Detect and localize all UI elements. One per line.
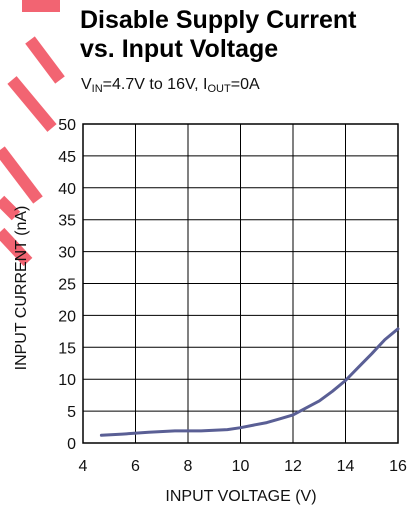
- series-line: [99, 327, 400, 437]
- x-tick-label: 6: [131, 458, 140, 475]
- y-tick-label: 35: [58, 213, 76, 230]
- y-tick-label: 30: [58, 245, 76, 262]
- chart-subtitle: VIN=4.7V to 16V, IOUT=0A: [81, 76, 260, 95]
- x-tick-label: 12: [284, 458, 302, 475]
- watermark-stroke: [25, 36, 65, 84]
- x-tick-label: 16: [389, 458, 407, 475]
- y-tick-label: 20: [58, 308, 76, 325]
- y-tick-label: 25: [58, 277, 76, 294]
- watermark-mark: [0, 0, 65, 267]
- chart-title: Disable Supply Current: [80, 6, 357, 34]
- watermark-stroke: [0, 146, 43, 204]
- x-tick-label: 14: [337, 458, 355, 475]
- x-tick-label: 10: [232, 458, 250, 475]
- y-tick-label: 0: [67, 436, 76, 453]
- y-tick-label: 45: [58, 149, 76, 166]
- y-tick-label: 50: [58, 117, 76, 134]
- y-axis-label: INPUT CURRENT (nA): [13, 206, 30, 371]
- subtitle-iout-sub: OUT: [207, 83, 231, 95]
- y-axis-ticks: 0 5 10 15 20 25 30 35 40 45 50: [58, 117, 76, 453]
- y-tick-label: 10: [58, 372, 76, 389]
- y-tick-label: 5: [67, 404, 76, 421]
- x-tick-label: 4: [79, 458, 88, 475]
- x-tick-label: 8: [184, 458, 193, 475]
- subtitle-iout-value: =0A: [230, 76, 260, 93]
- subtitle-vin: V: [81, 76, 92, 93]
- series-layer: [99, 327, 400, 437]
- subtitle-vin-sub: IN: [91, 83, 103, 95]
- watermark-stroke: [0, 195, 21, 221]
- x-axis-ticks: 4 6 8 10 12 14 16: [79, 458, 407, 475]
- chart-grid: [82, 123, 399, 444]
- watermark-stroke: [0, 227, 33, 267]
- y-tick-label: 15: [58, 340, 76, 357]
- watermark-stroke: [7, 76, 57, 132]
- chart-title-line-2: vs. Input Voltage: [80, 35, 279, 63]
- subtitle-vin-range: =4.7V to 16V, I: [102, 76, 208, 93]
- plot-frame: [82, 123, 399, 444]
- x-axis-label: INPUT VOLTAGE (V): [165, 488, 316, 505]
- y-tick-label: 40: [58, 181, 76, 198]
